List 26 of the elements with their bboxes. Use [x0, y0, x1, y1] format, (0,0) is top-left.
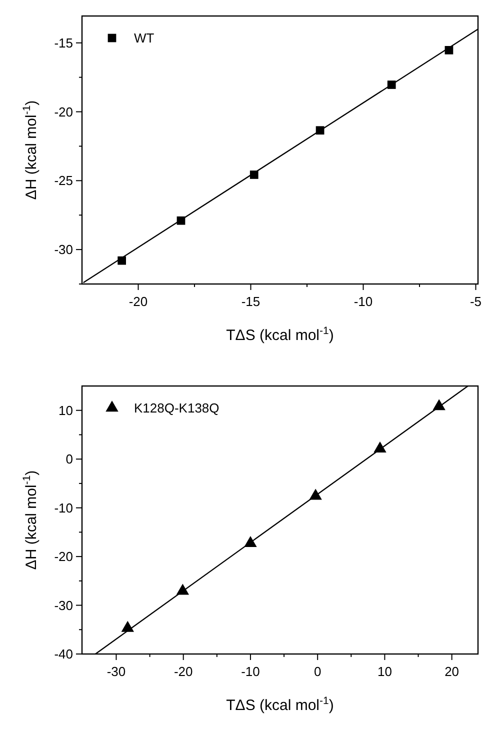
x-tick-label: 0	[314, 664, 322, 679]
y-tick-label: -20	[54, 104, 73, 120]
point	[121, 620, 134, 632]
x-tick-label: -20	[174, 664, 193, 679]
x-tick-label: -30	[106, 664, 126, 679]
x-tick-label: -10	[354, 294, 373, 309]
y-tick-label: 0	[66, 452, 73, 467]
x-tick-label: 10	[377, 664, 392, 679]
y-tick-label: -30	[54, 242, 73, 258]
x-tick-label: -20	[128, 294, 148, 309]
y-tick-label: 10	[58, 402, 73, 418]
legend-label: WT	[134, 30, 154, 46]
x-tick-label: -15	[241, 294, 260, 309]
point	[118, 256, 126, 265]
x-axis-title: TΔS (kcal mol$^{-1}$)	[226, 695, 334, 714]
x-tick-label: -10	[241, 664, 260, 679]
legend-label: K128Q-K138Q	[134, 400, 220, 416]
y-tick-label: -25	[54, 173, 73, 188]
x-axis-title: TΔS (kcal mol$^{-1}$)	[226, 325, 334, 344]
x-tick-label: 20	[444, 664, 460, 679]
y-tick-label: -40	[54, 646, 73, 662]
y-tick-label: -20	[54, 549, 73, 564]
y-tick-label: -15	[54, 35, 73, 50]
y-tick-label: -10	[54, 500, 73, 516]
x-tick-label: -5	[470, 294, 482, 309]
y-tick-label: -30	[54, 598, 73, 613]
